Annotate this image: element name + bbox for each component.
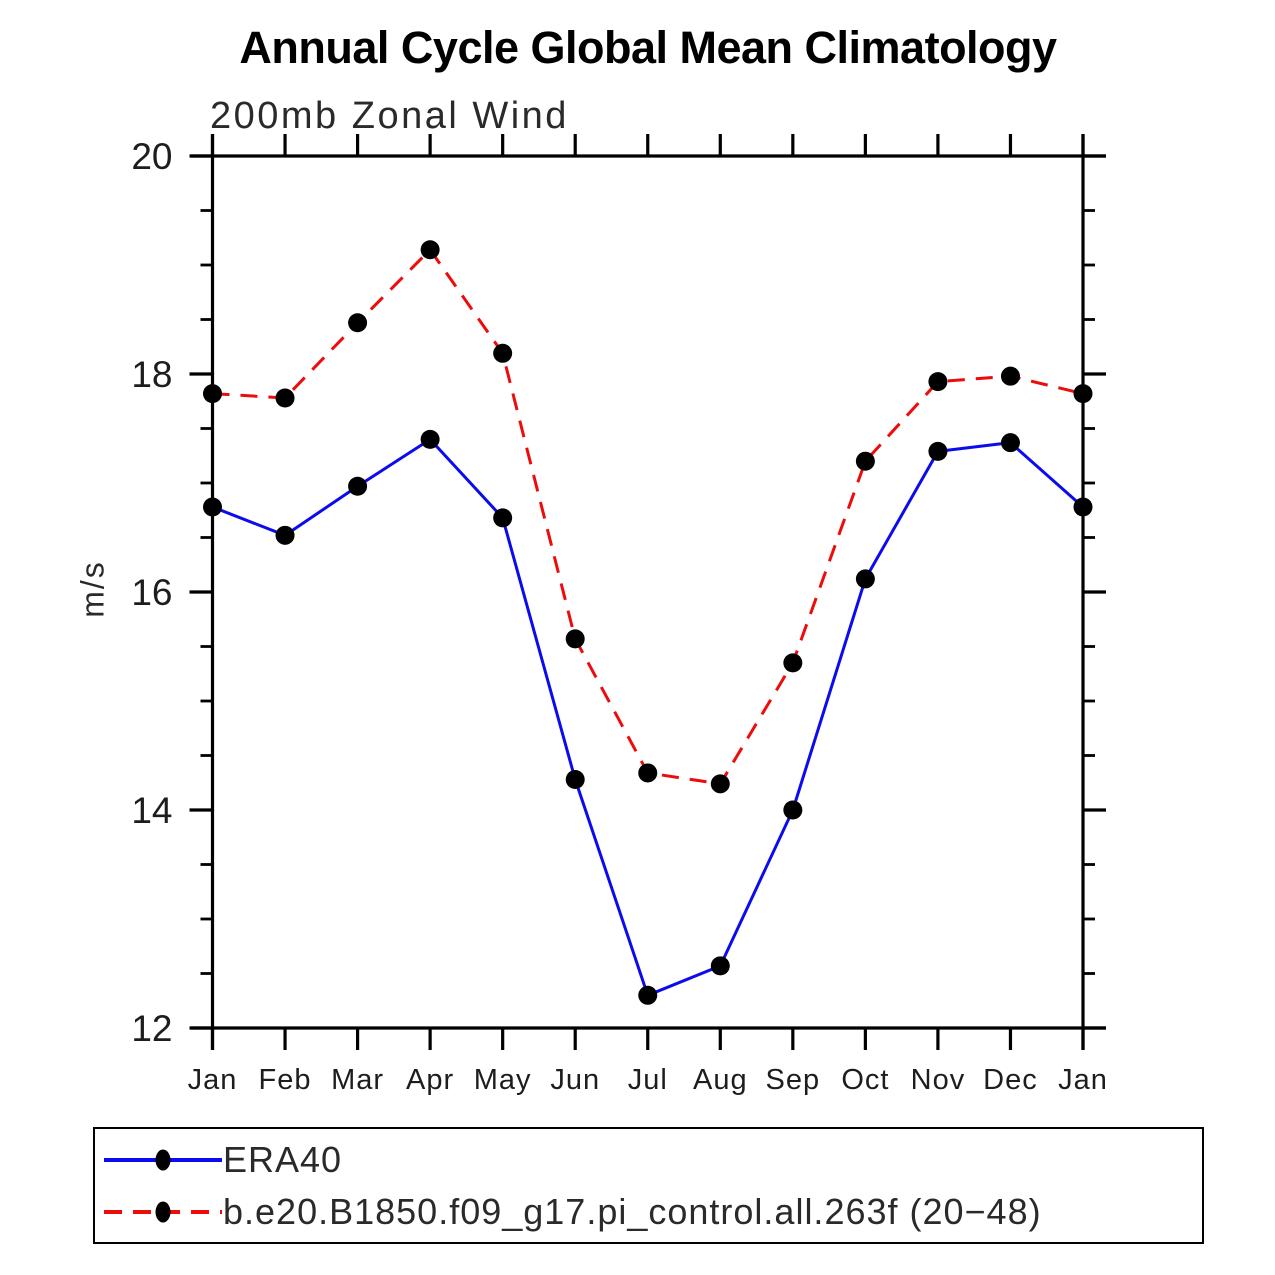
legend-label-model: b.e20.B1850.f09_g17.pi_control.all.263f … [223,1191,1042,1232]
data-point-marker [565,769,585,789]
legend-entry-model: b.e20.B1850.f09_g17.pi_control.all.263f … [103,1191,1042,1232]
legend-label-era40: ERA40 [223,1139,343,1180]
data-point-marker [928,441,948,461]
chart-title: Annual Cycle Global Mean Climatology [239,22,1057,73]
x-axis-month-label: Jan [188,1064,238,1096]
legend-box: ERA40 b.e20.B1850.f09_g17.pi_control.all… [93,1127,1204,1244]
data-point-marker [1073,384,1093,404]
x-axis-month-label: Feb [259,1064,312,1096]
era40-line [211,437,1084,997]
x-axis-month-label: Apr [406,1064,454,1096]
x-axis-month-label: Jul [628,1064,668,1096]
data-point-marker [203,384,222,404]
data-point-marker [420,429,440,449]
data-point-marker [783,800,803,820]
data-point-marker [855,569,875,589]
data-point-marker [348,313,368,333]
y-axis-tick-label: 12 [131,1008,172,1049]
data-point-marker [1000,433,1020,453]
model-line [212,248,1084,786]
data-point-marker [638,985,658,1005]
legend-marker-dot [155,1149,171,1171]
x-axis-month-label: May [474,1064,532,1096]
data-point-marker [348,476,368,496]
data-point-marker [783,653,803,673]
x-axis-month-label: Nov [911,1064,966,1096]
data-point-marker [493,508,513,528]
data-point-marker [928,372,948,392]
legend-marker-dot [155,1201,171,1223]
data-point-marker [275,525,295,545]
x-axis-month-label: Sep [766,1064,821,1096]
data-point-marker [565,629,585,649]
data-point-marker [275,388,295,408]
x-axis-month-label: Mar [331,1064,384,1096]
data-point-marker [710,774,730,794]
y-axis-tick-label: 14 [131,790,172,831]
chart-subtitle: 200mb Zonal Wind [210,95,569,137]
y-axis-tick-label: 18 [131,354,172,395]
legend-line-sample-solid [104,1149,222,1171]
legend-line-sample-dashed [104,1201,222,1223]
data-point-marker [493,343,513,363]
data-point-marker [1000,366,1020,386]
x-axis-month-label: Dec [983,1064,1038,1096]
x-axis-month-label: Jun [550,1064,600,1096]
legend-entry-era40: ERA40 [103,1139,343,1180]
data-point-marker [855,451,875,471]
y-axis-tick-label: 16 [131,572,172,613]
x-axis-month-label: Jan [1058,1064,1108,1096]
x-axis-month-label: Oct [841,1064,889,1096]
data-point-marker [203,497,222,517]
y-axis-tick-label: 20 [131,136,172,177]
data-point-marker [1073,497,1093,517]
data-point-marker [638,763,658,783]
x-axis-month-label: Aug [693,1064,748,1096]
data-point-marker [710,956,730,976]
data-point-marker [420,240,440,260]
